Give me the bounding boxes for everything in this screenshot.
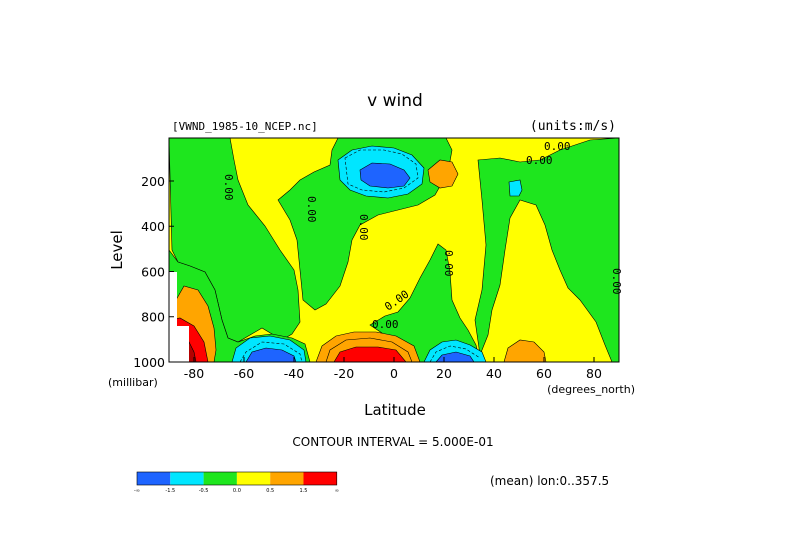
- contour-label: 0.00: [357, 214, 370, 241]
- x-axis-ticks: -80 -60 -40 -20 0 20 40 60 80: [184, 357, 602, 381]
- contour-label: 0.00: [305, 196, 318, 223]
- contour-dashed-south: [239, 341, 303, 362]
- contour-dashed-upper: [344, 149, 419, 193]
- colorbar-label: ∞: [335, 488, 339, 494]
- contour-label: 0.00: [222, 174, 235, 201]
- y-axis-label: Level: [108, 230, 126, 270]
- colorbar-swatch: [170, 472, 204, 485]
- field-region-max-surface-red: [333, 346, 407, 362]
- x-tick-label: -20: [334, 366, 354, 381]
- x-axis-units: (degrees_north): [547, 383, 635, 396]
- field-region-min-south-blue: [245, 347, 297, 362]
- missing-data-region-inner: [177, 326, 189, 362]
- contour-label: 0.00: [526, 154, 553, 167]
- y-tick-label: 200: [141, 174, 165, 189]
- field-region-max-upper-orange: [427, 159, 459, 189]
- colorbar-swatch: [270, 472, 304, 485]
- field-region-min-upper-blue: [359, 162, 411, 189]
- field-region-max-north-orange: [503, 339, 547, 362]
- colorbar-label: -∞: [134, 488, 140, 494]
- contour-interval-text: CONTOUR INTERVAL = 5.000E-01: [292, 435, 493, 449]
- colorbar-swatch: [303, 472, 337, 485]
- y-tick-label: 1000: [133, 355, 165, 370]
- colorbar-swatch: [203, 472, 237, 485]
- contour-solid-surface: [325, 337, 413, 362]
- y-tick-label: 800: [141, 310, 165, 325]
- colorbar-label: 1.5: [300, 488, 308, 494]
- colorbar: -∞ -1.5 -0.5 0.0 0.5 1.5 ∞: [134, 471, 339, 494]
- contour-label: 0.00: [442, 250, 455, 277]
- colorbar-swatch: [236, 472, 271, 485]
- x-tick-label: -80: [184, 366, 204, 381]
- contour-label: 0.00: [610, 268, 623, 295]
- y-tick-label: 600: [141, 264, 165, 279]
- contour-label: 0.00: [372, 318, 399, 331]
- colorbar-label: 0.5: [266, 488, 274, 494]
- x-tick-label: 60: [536, 366, 552, 381]
- colorbar-label: -0.5: [199, 488, 209, 494]
- units-label: (units:m/s): [530, 119, 616, 134]
- y-tick-label: 400: [141, 219, 165, 234]
- x-tick-label: 0: [390, 366, 398, 381]
- colorbar-frame: [136, 471, 338, 486]
- contour-dashed-equator: [429, 345, 481, 362]
- field-region-min-north-cyan: [508, 179, 523, 197]
- x-tick-label: -60: [234, 366, 254, 381]
- colorbar-label: -1.5: [165, 488, 175, 494]
- x-axis-label: Latitude: [364, 401, 426, 419]
- x-tick-label: 40: [486, 366, 502, 381]
- chart-title: v wind: [367, 91, 423, 111]
- x-tick-label: -40: [284, 366, 304, 381]
- x-tick-label: 20: [436, 366, 452, 381]
- contour-label: 0.00: [544, 140, 571, 153]
- x-tick-label: 80: [586, 366, 602, 381]
- dataset-label: [VWND_1985-10_NCEP.nc]: [172, 120, 318, 133]
- y-axis-units: (millibar): [108, 376, 158, 389]
- colorbar-swatch: [137, 472, 171, 485]
- colorbar-label: 0.0: [233, 488, 241, 494]
- mean-text: (mean) lon:0..357.5: [490, 474, 609, 488]
- y-axis-ticks: 200 400 600 800 1000: [133, 174, 174, 370]
- field-region-min-equator-blue: [435, 351, 475, 362]
